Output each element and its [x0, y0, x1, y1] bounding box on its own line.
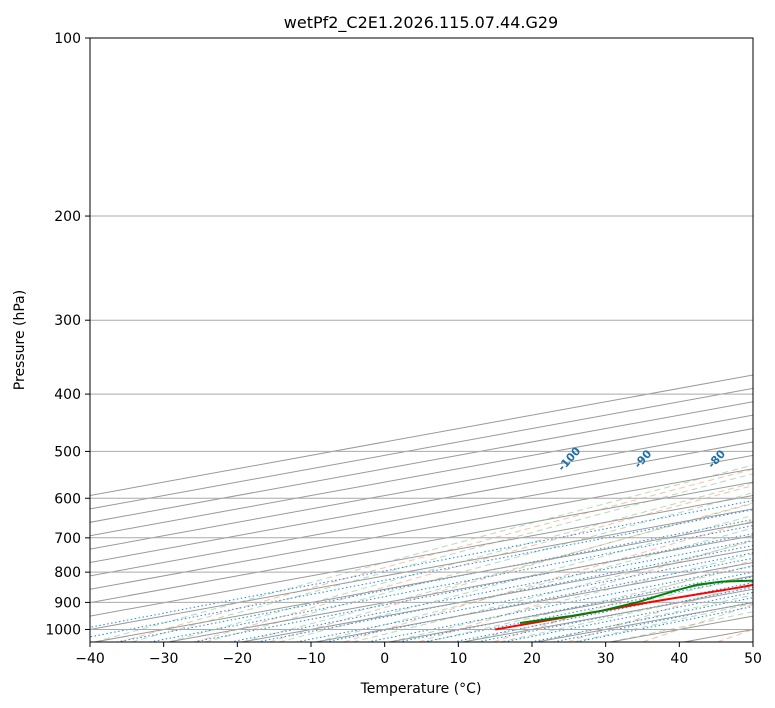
- y-tick-label: 800: [54, 565, 81, 581]
- moist-adiabat: [462, 575, 753, 642]
- y-tick-label: 300: [54, 313, 81, 329]
- y-tick-label: 100: [54, 31, 81, 47]
- x-tick-label: −30: [149, 651, 179, 667]
- moist-adiabat: [168, 482, 753, 642]
- dry-adiabat: [119, 468, 753, 642]
- moist-adiabat: [131, 473, 753, 642]
- dry-adiabat: [717, 628, 753, 642]
- isotherm-line: [90, 387, 753, 510]
- isotherm-line: [90, 454, 753, 577]
- y-tick-label: 1000: [45, 622, 81, 638]
- isotherm-line: [90, 428, 753, 550]
- mixing-ratio-line: [296, 552, 753, 642]
- y-tick-label: 600: [54, 491, 81, 507]
- dry-adiabat: [418, 539, 753, 642]
- isotherm-line: [315, 561, 753, 642]
- plot-area: 0.10.20.40.611.52346810131620253036-100-…: [90, 215, 753, 642]
- moist-adiabat: [573, 602, 753, 642]
- isotherm-line: [90, 468, 753, 590]
- isotherm-line: [90, 508, 753, 630]
- y-tick-label: 500: [54, 444, 81, 460]
- moist-adiabat: [205, 492, 753, 642]
- y-axis-label: Pressure (hPa): [12, 290, 28, 390]
- x-tick-label: 40: [670, 651, 688, 667]
- x-tick-label: 10: [449, 651, 467, 667]
- isotherm-line: [90, 414, 753, 537]
- mixing-ratio-line: [230, 539, 753, 642]
- isotherm-line: [90, 374, 753, 497]
- mixing-ratio-line: [477, 586, 753, 642]
- mixing-ratio-line: [423, 576, 753, 642]
- y-tick-label: 900: [54, 595, 81, 611]
- moist-adiabat: [278, 514, 753, 642]
- moist-adiabat: [315, 527, 753, 642]
- y-axis: 100 200 300 400 500 600 700 800 900 1000: [45, 31, 90, 638]
- isotherm-line: [242, 548, 753, 642]
- x-axis-label: Temperature (°C): [360, 681, 482, 697]
- y-tick-label: 700: [54, 531, 81, 547]
- moist-adiabat: [610, 611, 753, 642]
- x-tick-label: −40: [75, 651, 105, 667]
- dry-adiabat: [642, 604, 753, 642]
- mixing-ratio-line: [503, 591, 753, 642]
- isotherm-line: [90, 401, 753, 523]
- moist-adiabat: [389, 553, 753, 642]
- moist-adiabat: [426, 564, 753, 642]
- isotherm-label: -80: [705, 447, 728, 471]
- mixing-ratio-line: [90, 500, 753, 628]
- moist-adiabat: [241, 503, 753, 642]
- moist-adiabat: [94, 464, 753, 642]
- isotherm-line: [610, 615, 753, 642]
- isotherm-line: [90, 481, 753, 604]
- x-tick-label: −10: [296, 651, 326, 667]
- isotherm-line: [90, 441, 753, 563]
- dry-adiabat: [194, 485, 753, 642]
- mixing-ratio-line: [453, 582, 753, 642]
- mixing-ratio-line: [90, 509, 753, 638]
- mixing-ratio-line: [325, 557, 753, 642]
- mixing-ratio-line: [257, 544, 753, 642]
- x-tick-label: −20: [223, 651, 253, 667]
- mixing-ratio-line: [193, 533, 753, 642]
- mixing-ratio-line: [530, 597, 753, 642]
- isotherm-line: [90, 495, 753, 617]
- x-axis: −40 −30 −20 −10 0 10 20 30 40 50: [75, 642, 762, 667]
- dry-adiabat: [343, 520, 753, 642]
- mixing-ratio-line: [367, 565, 753, 642]
- chart-title: wetPf2_C2E1.2026.115.07.44.G29: [284, 13, 558, 33]
- y-tick-label: 200: [54, 209, 81, 225]
- x-tick-label: 30: [597, 651, 615, 667]
- y-tick-label: 400: [54, 387, 81, 403]
- moist-adiabat: [352, 540, 753, 642]
- isotherm-label: -100: [555, 444, 583, 473]
- moist-adiabat: [499, 585, 753, 642]
- isotherm-line: [168, 535, 753, 642]
- x-tick-label: 0: [380, 651, 389, 667]
- plot-frame: [89, 37, 754, 643]
- isotherm-label: -90: [631, 447, 654, 471]
- x-tick-label: 20: [523, 651, 541, 667]
- x-tick-label: 50: [744, 651, 762, 667]
- isotherm-line: [94, 521, 753, 642]
- dry-adiabat: [567, 581, 753, 642]
